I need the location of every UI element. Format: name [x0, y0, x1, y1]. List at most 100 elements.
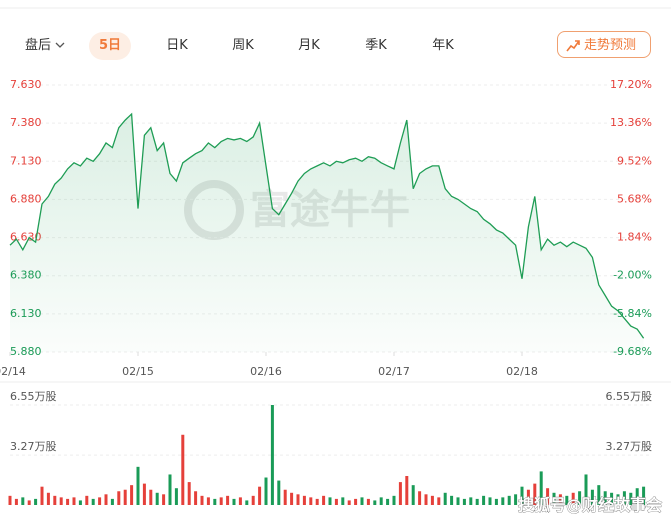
tab[interactable]: 周K: [232, 38, 254, 53]
y-tick-label: 6.55万股: [10, 390, 57, 403]
volume-bar: [590, 489, 594, 505]
volume-bar: [98, 497, 102, 505]
y2-tick-label: 13.36%: [610, 116, 652, 129]
volume-bar: [110, 498, 114, 505]
volume-bar: [392, 495, 396, 505]
volume-bar: [373, 500, 377, 505]
y2-tick-label: -2.00%: [613, 269, 652, 282]
tab[interactable]: 年K: [432, 38, 454, 53]
volume-bar: [347, 500, 351, 505]
x-tick-label: 02/16: [250, 365, 282, 378]
volume-bar: [91, 498, 95, 505]
y-tick-label-right: 6.55万股: [606, 390, 653, 403]
tab[interactable]: 盘后: [15, 32, 75, 60]
volume-bar: [206, 497, 210, 505]
corner-watermark: 搜狐号@财经故事会: [518, 496, 662, 515]
volume-bar: [571, 492, 575, 505]
volume-bar: [494, 498, 498, 505]
y2-tick-label: -9.68%: [613, 345, 652, 358]
volume-bar: [40, 486, 44, 505]
volume-bar: [142, 483, 146, 505]
volume-bar: [475, 498, 479, 505]
volume-bar: [226, 495, 230, 505]
volume-bar: [283, 489, 287, 505]
volume-bar: [635, 488, 639, 505]
volume-bar: [546, 488, 550, 505]
volume-bar: [200, 495, 204, 505]
volume-bar: [405, 475, 409, 505]
volume-bar: [245, 500, 249, 505]
volume-bar: [66, 498, 70, 505]
volume-bar: [258, 486, 262, 505]
y2-tick-label: -5.84%: [613, 307, 652, 320]
volume-bar: [27, 500, 31, 505]
volume-bar: [539, 471, 543, 505]
volume-bar: [232, 498, 236, 505]
volume-bar: [14, 498, 18, 505]
y-tick-label: 3.27万股: [10, 440, 57, 453]
volume-bar: [315, 498, 319, 505]
volume-bar: [194, 491, 198, 505]
y-tick-label: 7.130: [10, 154, 42, 167]
volume-bar: [72, 497, 76, 505]
predict-button[interactable]: 走势预测: [557, 31, 651, 58]
volume-bar: [296, 494, 300, 505]
volume-bar: [469, 497, 473, 505]
y-tick-label: 6.630: [10, 231, 42, 244]
volume-bar: [616, 494, 620, 505]
volume-bar: [565, 495, 569, 505]
volume-bar: [488, 497, 492, 505]
volume-bar: [507, 495, 511, 505]
y2-tick-label: 9.52%: [617, 154, 652, 167]
volume-bar: [181, 434, 185, 505]
volume-bar: [514, 494, 518, 505]
volume-bar: [117, 491, 121, 505]
tab[interactable]: 日K: [166, 38, 188, 53]
volume-bar: [450, 495, 454, 505]
volume-bar: [366, 498, 370, 505]
volume-bar: [8, 495, 12, 505]
volume-bar: [309, 497, 313, 505]
volume-bar: [482, 495, 486, 505]
volume-bar: [187, 482, 191, 505]
x-tick-label: 02/14: [0, 365, 26, 378]
volume-bar: [443, 492, 447, 505]
tab[interactable]: 5日: [88, 32, 132, 60]
volume-bar: [462, 498, 466, 505]
tab[interactable]: 月K: [298, 38, 320, 53]
volume-bar: [290, 492, 294, 505]
y-tick-label: 6.130: [10, 307, 42, 320]
volume-bar: [46, 492, 50, 505]
volume-bar: [597, 485, 601, 505]
volume-bar: [322, 495, 326, 505]
volume-bar: [123, 489, 127, 505]
x-tick-label: 02/18: [506, 365, 538, 378]
volume-bar: [341, 497, 345, 505]
y-tick-label-right: 3.27万股: [606, 440, 653, 453]
volume-bar: [277, 480, 281, 505]
volume-bar: [642, 486, 646, 505]
volume-bar: [162, 494, 166, 505]
volume-bar: [501, 497, 505, 505]
volume-bar: [136, 466, 140, 505]
volume-bar: [552, 492, 556, 505]
volume-bar: [610, 492, 614, 505]
volume-bar: [219, 497, 223, 505]
tab[interactable]: 季K: [365, 38, 387, 53]
volume-bar: [149, 489, 153, 505]
volume-bar: [398, 482, 402, 505]
y-tick-label: 6.880: [10, 192, 42, 205]
volume-bar: [104, 494, 108, 505]
y2-tick-label: 5.68%: [617, 192, 652, 205]
volume-bar: [558, 494, 562, 505]
predict-label: 走势预测: [584, 38, 637, 53]
volume-bar: [354, 498, 358, 505]
volume-bar: [533, 483, 537, 505]
volume-bar: [437, 497, 441, 505]
y-tick-label: 7.380: [10, 116, 42, 129]
volume-bar: [424, 494, 428, 505]
y-tick-label: 7.630: [10, 78, 42, 91]
y2-tick-label: 1.84%: [617, 231, 652, 244]
